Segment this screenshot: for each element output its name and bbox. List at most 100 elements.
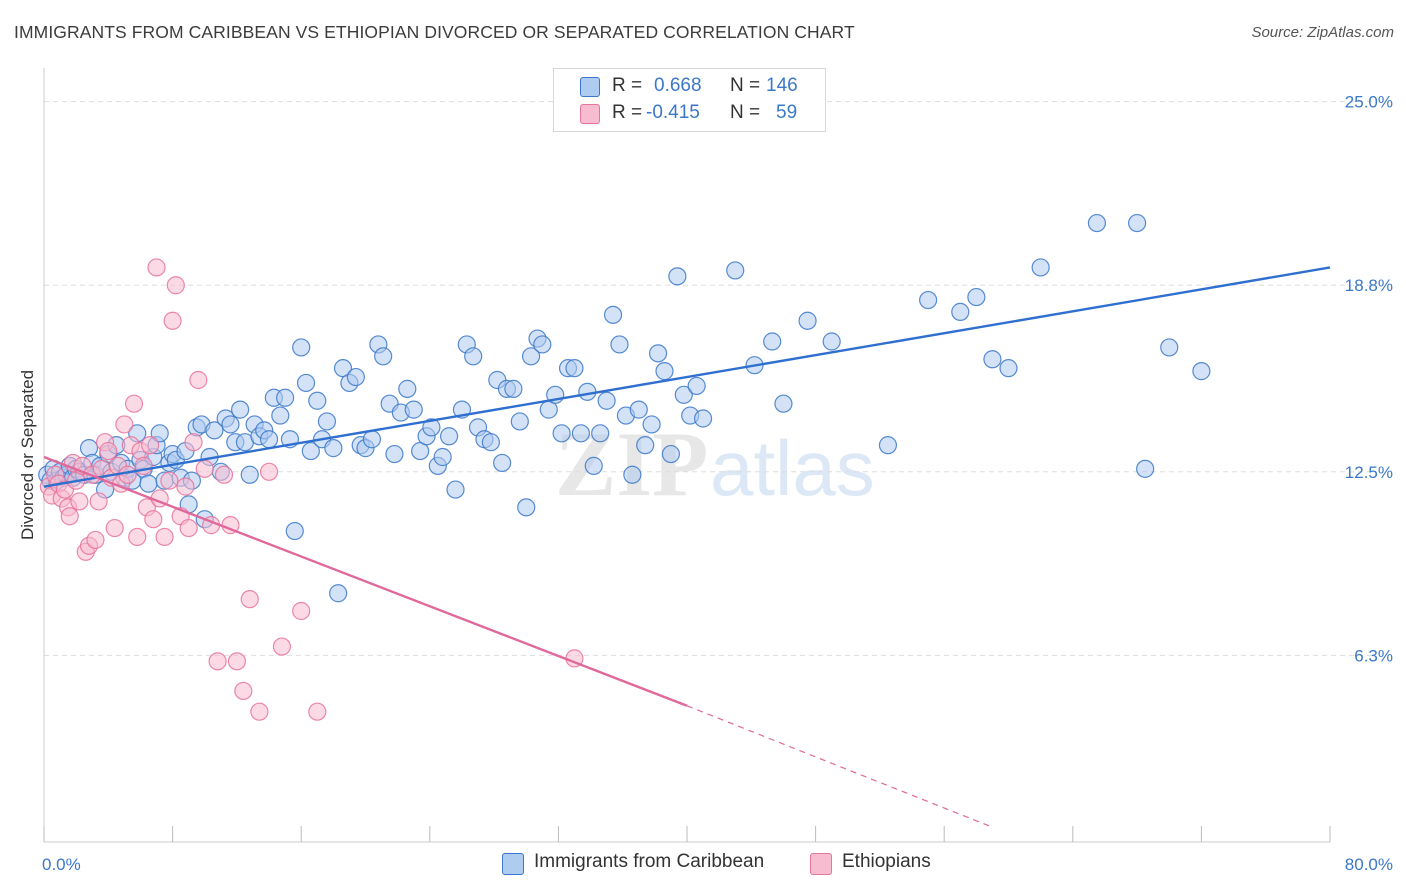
caribbean-point <box>603 305 623 324</box>
caribbean-point <box>636 436 655 455</box>
caribbean-point <box>404 400 423 419</box>
series-caribbean-points <box>38 213 1211 603</box>
legend-n-value: 59 <box>776 102 798 123</box>
caribbean-point <box>951 302 970 321</box>
source-label: Source: ZipAtlas.com <box>1251 24 1394 41</box>
caribbean-point <box>446 480 465 499</box>
ethiopian-point <box>166 276 185 295</box>
caribbean-point <box>308 391 327 410</box>
caribbean-point <box>231 400 250 419</box>
caribbean-point <box>221 415 240 434</box>
y-tick-label: 12.5% <box>1345 463 1393 482</box>
caribbean-point <box>822 332 841 351</box>
y-tick-label: 25.0% <box>1345 93 1393 112</box>
bottom-legend-caribbean: Immigrants from Caribbean <box>502 850 792 878</box>
caribbean-point <box>967 287 986 307</box>
caribbean-point <box>493 453 512 473</box>
ethiopian-point <box>115 415 134 434</box>
ethiopian-point <box>184 433 203 452</box>
ethiopian-point <box>259 462 279 481</box>
ethiopian-point <box>272 637 292 656</box>
legend-r-label: R = <box>612 102 643 123</box>
caribbean-point <box>629 400 648 419</box>
caribbean-point <box>317 412 337 431</box>
caribbean-point <box>597 391 616 410</box>
caribbean-point <box>693 409 713 428</box>
ethiopian-point <box>189 370 208 390</box>
caribbean-point <box>533 335 552 354</box>
ethiopian-point <box>176 477 195 496</box>
caribbean-point <box>292 338 311 357</box>
caribbean-point <box>623 465 642 484</box>
caribbean-point <box>648 344 668 363</box>
caribbean-point <box>79 439 99 458</box>
legend-swatch-blue <box>580 77 600 97</box>
ethiopian-point <box>99 441 118 461</box>
caribbean-point <box>504 379 523 398</box>
ethiopian-trend-line <box>43 455 688 707</box>
bottom-legend-ethiopians: Ethiopians <box>810 850 960 878</box>
ethiopian-point <box>86 530 105 550</box>
caribbean-point <box>610 335 629 354</box>
caribbean-point <box>301 441 320 461</box>
ethiopian-point <box>163 311 182 330</box>
ethiopian-point <box>308 702 327 721</box>
ethiopian-point <box>292 601 311 621</box>
series-ethiopians-points <box>39 258 584 721</box>
caribbean-point <box>521 347 541 366</box>
caribbean-point <box>661 444 681 464</box>
legend-n-label: N = <box>730 75 761 96</box>
ethiopian-point <box>195 459 214 478</box>
legend-row-ethiopians: R = -0.415 N = 59 <box>554 100 825 126</box>
correlation-legend: R = 0.668 N = 146 R = -0.415 N = 59 <box>553 68 826 132</box>
legend-r-value: -0.415 <box>646 102 700 123</box>
bottom-legend-label: Ethiopians <box>842 851 931 872</box>
x-tick-label: 80.0% <box>1345 855 1393 874</box>
caribbean-point <box>1136 459 1155 478</box>
caribbean-point <box>763 332 782 351</box>
caribbean-point <box>565 359 584 378</box>
caribbean-point <box>798 311 817 330</box>
caribbean-point <box>433 447 452 467</box>
caribbean-point <box>999 359 1018 378</box>
ethiopian-point <box>227 652 246 671</box>
caribbean-point <box>642 415 661 434</box>
caribbean-point <box>259 430 279 449</box>
caribbean-point <box>276 388 295 407</box>
caribbean-point <box>774 394 793 413</box>
chart-title: IMMIGRANTS FROM CARIBBEAN VS ETHIOPIAN D… <box>14 22 855 42</box>
caribbean-trend-line <box>43 266 1331 488</box>
ethiopian-point <box>118 465 137 484</box>
caribbean-point <box>674 385 693 404</box>
ethiopian-point <box>214 465 234 484</box>
caribbean-point <box>983 350 1002 369</box>
caribbean-point <box>510 412 529 431</box>
legend-n-label: N = <box>730 102 761 123</box>
caribbean-point <box>324 439 343 458</box>
caribbean-point <box>271 406 290 425</box>
caribbean-point <box>150 424 169 443</box>
legend-swatch-pink <box>580 104 600 124</box>
ethiopian-point <box>250 702 269 721</box>
ethiopian-point <box>155 527 174 547</box>
caribbean-point <box>1031 258 1050 277</box>
ethiopian-point <box>70 492 89 511</box>
caribbean-point <box>205 421 224 440</box>
y-tick-label: 18.8% <box>1345 276 1393 295</box>
axes <box>43 68 1331 843</box>
caribbean-point <box>439 427 459 446</box>
grid-lines <box>44 101 1372 656</box>
caribbean-point <box>571 424 591 443</box>
caribbean-point <box>687 376 706 396</box>
bottom-legend-swatch-blue <box>502 853 524 875</box>
caribbean-point <box>591 424 610 443</box>
caribbean-point <box>1192 362 1211 381</box>
ethiopian-point <box>128 527 147 547</box>
ethiopian-point <box>124 394 144 413</box>
caribbean-point <box>584 456 603 475</box>
caribbean-point <box>919 290 938 310</box>
ethiopian-point <box>144 510 163 529</box>
ethiopian-trend-extension <box>686 705 993 828</box>
ethiopian-point <box>179 518 198 538</box>
